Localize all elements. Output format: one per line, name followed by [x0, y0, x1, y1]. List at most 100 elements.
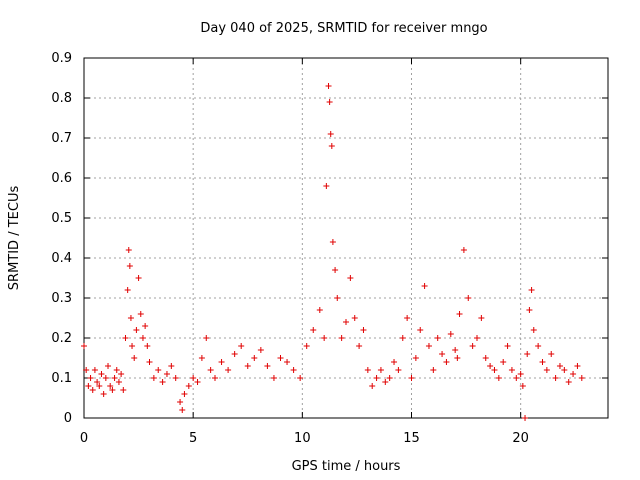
data-point: [447, 331, 454, 337]
data-point: [469, 343, 476, 349]
data-point: [338, 335, 345, 341]
data-point: [395, 367, 402, 373]
data-point: [321, 335, 328, 341]
data-point: [177, 399, 184, 405]
data-point: [109, 387, 116, 393]
data-point: [144, 343, 151, 349]
data-point: [574, 363, 581, 369]
data-point: [323, 183, 330, 189]
data-point: [303, 343, 310, 349]
data-point: [526, 307, 533, 313]
data-point: [87, 375, 94, 381]
data-point: [478, 315, 485, 321]
data-point: [386, 375, 393, 381]
grid: [84, 58, 608, 418]
data-point: [137, 311, 144, 317]
data-point: [203, 335, 210, 341]
data-point: [115, 379, 122, 385]
data-point: [231, 351, 238, 357]
data-point: [150, 375, 157, 381]
data-point: [508, 367, 515, 373]
data-point: [310, 327, 317, 333]
data-point: [91, 367, 98, 373]
data-point: [517, 371, 524, 377]
data-point: [185, 383, 192, 389]
data-point: [474, 335, 480, 341]
data-point: [495, 375, 502, 381]
data-point: [139, 335, 146, 341]
data-point: [83, 367, 90, 373]
data-point: [129, 343, 136, 349]
data-point: [264, 363, 271, 369]
data-point: [500, 359, 507, 365]
data-point: [107, 383, 114, 389]
x-axis-label: GPS time / hours: [292, 459, 401, 474]
data-point: [94, 379, 101, 385]
data-point: [270, 375, 277, 381]
x-tick-label: 0: [80, 431, 88, 446]
data-point: [133, 327, 140, 333]
data-point: [417, 327, 424, 333]
data-point: [179, 407, 186, 413]
data-point: [198, 355, 205, 361]
data-point: [430, 367, 437, 373]
data-point: [491, 367, 498, 373]
data-point: [212, 375, 218, 381]
data-point: [159, 379, 166, 385]
data-point: [565, 379, 572, 385]
data-point: [284, 359, 291, 365]
data-point: [113, 367, 120, 373]
data-point: [452, 347, 459, 353]
data-point: [325, 83, 332, 89]
data-point: [332, 267, 339, 273]
data-point: [439, 351, 446, 357]
x-tick-label: 10: [294, 431, 311, 446]
data-point: [122, 335, 129, 341]
data-point: [425, 343, 432, 349]
data-point: [524, 351, 531, 357]
data-point: [519, 383, 526, 389]
y-tick-label: 0.8: [51, 91, 72, 106]
data-point: [364, 367, 371, 373]
data-point: [98, 371, 105, 377]
data-point: [434, 335, 441, 341]
x-tick-label: 5: [189, 431, 197, 446]
data-point: [126, 263, 133, 269]
x-tick-label: 20: [512, 431, 529, 446]
data-point: [100, 391, 107, 397]
data-point: [535, 343, 542, 349]
plot-frame: [83, 57, 609, 419]
data-point: [391, 359, 398, 365]
data-point: [96, 383, 103, 389]
data-point: [142, 323, 149, 329]
data-point: [244, 363, 251, 369]
data-point: [238, 343, 245, 349]
data-point: [326, 99, 333, 105]
data-point: [120, 387, 127, 393]
data-point: [460, 247, 467, 253]
data-point: [328, 143, 335, 149]
data-point: [207, 367, 214, 373]
data-point: [543, 367, 550, 373]
y-tick-label: 0.1: [51, 371, 72, 386]
data-point: [135, 275, 142, 281]
data-point: [552, 375, 559, 381]
data-point: [408, 375, 415, 381]
data-point: [570, 371, 577, 377]
y-tick-label: 0.3: [51, 291, 72, 306]
y-tick-label: 0.2: [51, 331, 72, 346]
data-point: [343, 319, 349, 325]
data-point: [297, 375, 304, 381]
data-point: [487, 363, 494, 369]
data-point: [225, 367, 232, 373]
data-point: [102, 375, 109, 381]
y-tick-label: 0.9: [51, 51, 72, 66]
data-point: [360, 327, 367, 333]
data-point: [482, 355, 489, 361]
data-point: [382, 379, 389, 385]
data-point: [131, 355, 138, 361]
data-point: [127, 315, 134, 321]
data-point: [443, 359, 450, 365]
y-axis-label: SRMTID / TECUs: [7, 186, 22, 291]
